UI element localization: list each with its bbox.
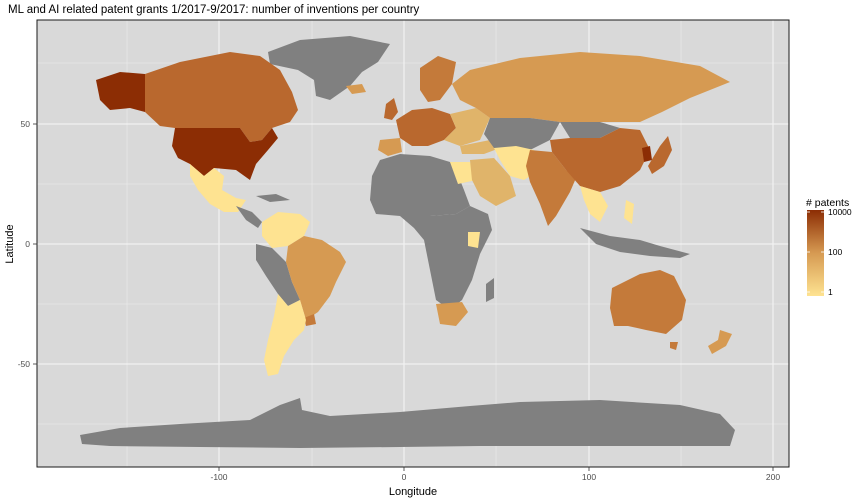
y-tick-label: 50 — [21, 119, 31, 129]
x-tick-label: -100 — [210, 472, 227, 482]
y-tick-label: -50 — [18, 359, 31, 369]
x-tick-label: 200 — [766, 472, 780, 482]
legend-label: 100 — [828, 247, 842, 257]
legend-label: 1 — [828, 287, 833, 297]
y-axis-ticks — [33, 124, 37, 364]
x-axis-title: Longitude — [389, 486, 437, 498]
legend-colorbar — [807, 210, 824, 296]
y-tick-label: 0 — [25, 239, 30, 249]
y-axis-title: Latitude — [4, 224, 16, 263]
legend: # patents 10000 100 1 — [806, 197, 852, 297]
region-kenya — [468, 232, 480, 248]
x-axis-ticks — [219, 467, 773, 471]
legend-label: 10000 — [828, 207, 852, 217]
x-tick-label: 100 — [582, 472, 596, 482]
x-tick-label: 0 — [402, 472, 407, 482]
